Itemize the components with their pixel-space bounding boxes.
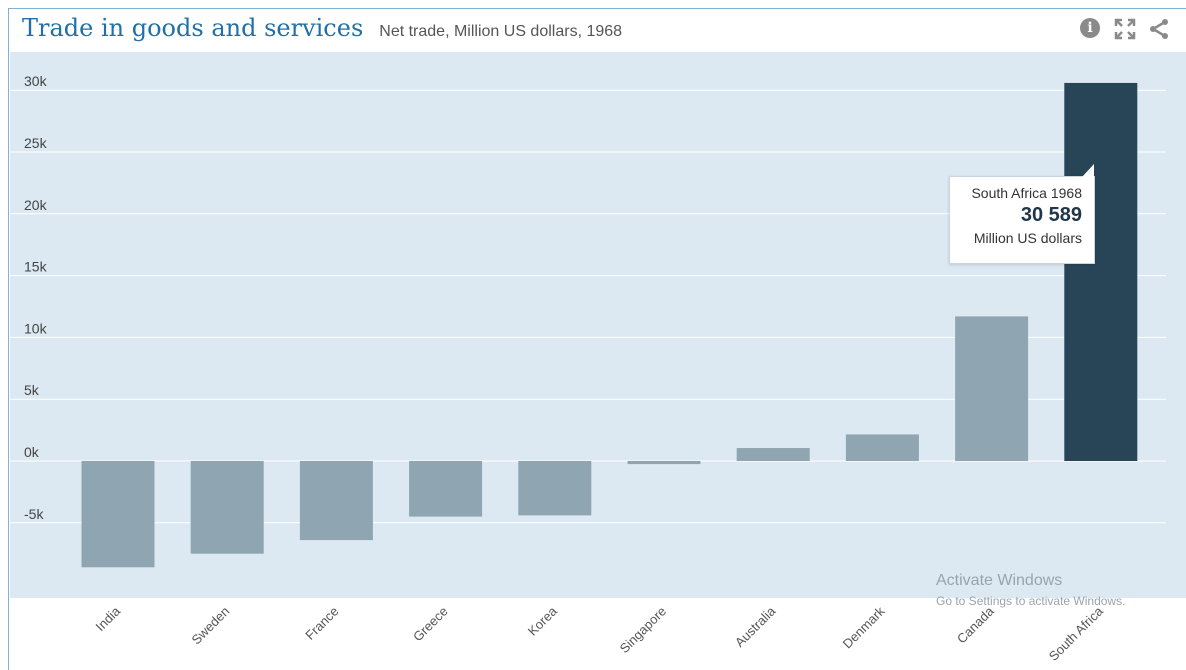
bar-korea[interactable] (518, 461, 592, 516)
x-tick-label: Greece (410, 604, 451, 645)
activate-windows-watermark: Activate Windows Go to Settings to activ… (936, 572, 1125, 608)
x-tick-label: Korea (525, 603, 561, 639)
bar-south-africa[interactable] (1064, 82, 1138, 462)
x-tick-label: India (93, 603, 124, 634)
tooltip-arrow (1082, 164, 1094, 177)
expand-icon[interactable] (1114, 18, 1136, 40)
y-tick-label: -5k (24, 506, 44, 522)
y-tick-label: 0k (24, 444, 40, 460)
tooltip-unit: Million US dollars (973, 230, 1082, 246)
info-icon[interactable]: i (1080, 18, 1102, 40)
x-tick-label: South Africa (1046, 603, 1107, 664)
bar-greece[interactable] (409, 461, 483, 517)
tooltip-title: South Africa 1968 (971, 185, 1082, 201)
x-tick-label: Canada (954, 603, 997, 646)
y-tick-label: 20k (24, 197, 48, 213)
y-tick-label: 30k (24, 73, 48, 89)
y-tick-label: 10k (24, 320, 48, 336)
bar-sweden[interactable] (190, 461, 264, 554)
chart-title: Trade in goods and services (22, 14, 364, 42)
bar-singapore[interactable] (627, 461, 701, 465)
y-tick-label: 5k (24, 382, 40, 398)
bar-australia[interactable] (736, 448, 810, 461)
x-tick-label: Singapore (617, 604, 670, 657)
chart-header: Trade in goods and services Net trade, M… (22, 14, 622, 44)
tooltip-value: 30 589 (1020, 204, 1082, 226)
bar-france[interactable] (299, 461, 373, 541)
x-tick-label: Australia (732, 603, 779, 650)
share-icon[interactable] (1148, 18, 1170, 40)
watermark-line2: Go to Settings to activate Windows. (936, 594, 1126, 608)
bar-tooltip: South Africa 1968 30 589 Million US doll… (949, 164, 1095, 264)
bar-canada[interactable] (955, 316, 1029, 461)
bar-denmark[interactable] (845, 434, 919, 461)
x-tick-label: France (302, 604, 341, 643)
x-tick-label: Sweden (188, 604, 232, 648)
chart-subtitle: Net trade, Million US dollars, 1968 (379, 23, 623, 40)
watermark-line1: Activate Windows (936, 572, 1063, 589)
chart-toolbar: i (1080, 18, 1170, 40)
bar-india[interactable] (81, 461, 155, 568)
x-tick-label: Denmark (840, 603, 888, 651)
y-tick-label: 25k (24, 135, 48, 151)
y-tick-label: 15k (24, 259, 48, 275)
